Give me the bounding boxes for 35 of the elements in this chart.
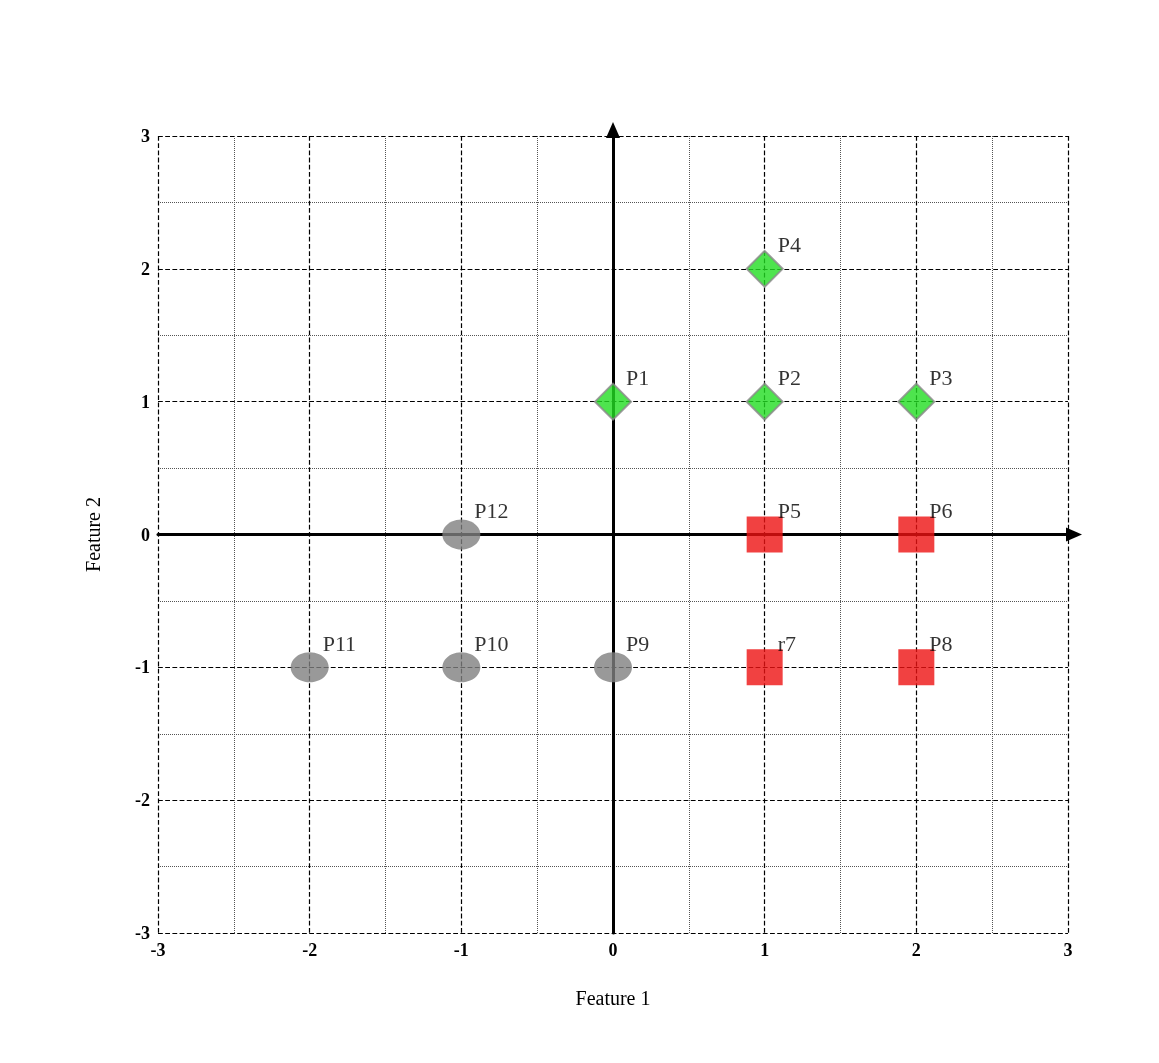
point — [898, 649, 935, 686]
x-tick-label: -1 — [453, 940, 469, 960]
annotation: P11 — [322, 630, 357, 656]
annotation: P8 — [929, 630, 953, 656]
point — [594, 652, 632, 683]
annotation: P9 — [626, 630, 650, 656]
y-tick-label: 3 — [141, 126, 150, 146]
x-tick-label: -2 — [302, 940, 318, 960]
point — [442, 519, 481, 550]
y-axis-title: Feature 2 — [82, 497, 104, 572]
y-tick-label: -3 — [135, 923, 150, 943]
x-tick-label: 3 — [1063, 940, 1073, 960]
y-tick-label: -1 — [135, 657, 150, 678]
annotation: P3 — [929, 365, 953, 391]
point — [746, 649, 783, 686]
annotation: P5 — [777, 498, 801, 523]
x-tick-label: 1 — [760, 940, 770, 960]
annotation: P4 — [777, 232, 801, 258]
annotation: P6 — [929, 498, 953, 523]
point — [290, 652, 329, 683]
y-tick-label: 0 — [141, 524, 150, 545]
y-tick-label: 1 — [141, 391, 150, 412]
x-tick-label: 2 — [911, 940, 921, 960]
y-tick-label: 2 — [141, 258, 150, 279]
x-axis-title: Feature 1 — [575, 987, 651, 1009]
annotation: P2 — [777, 365, 801, 391]
point — [746, 516, 783, 553]
annotation: r7 — [777, 630, 796, 656]
y-tick-label: -2 — [135, 790, 150, 811]
annotation: P1 — [626, 365, 650, 391]
point — [898, 516, 935, 553]
annotation: P12 — [474, 498, 509, 523]
point — [442, 652, 481, 683]
x-tick-label: 0 — [608, 940, 618, 960]
annotation: P10 — [474, 630, 509, 656]
